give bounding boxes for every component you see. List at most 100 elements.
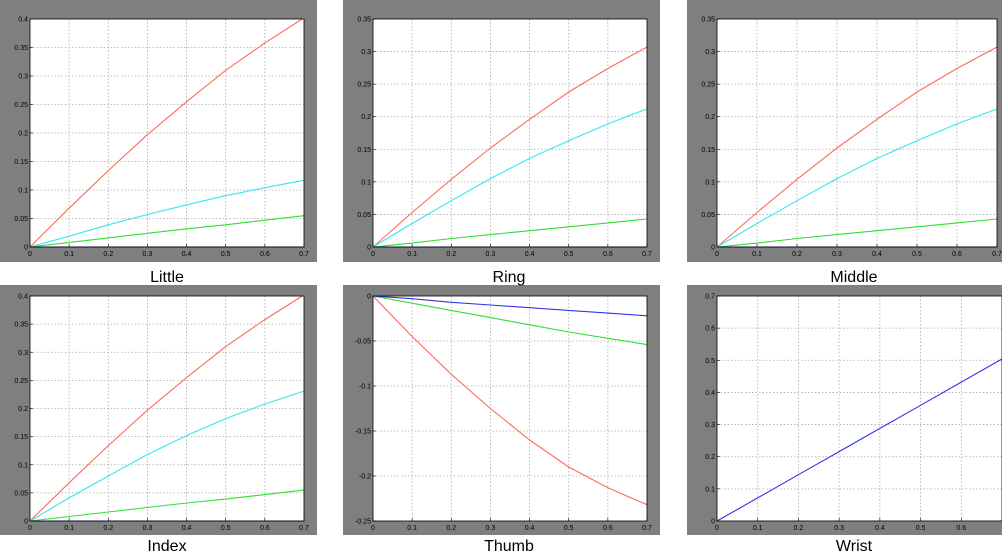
subplot-title-index: Index (147, 538, 187, 555)
series-line-1 (716, 46, 998, 248)
y-tick-label: -0.1 (359, 384, 371, 391)
axes-box (372, 18, 648, 248)
y-tick-label: 0.3 (705, 49, 715, 56)
y-tick-label: 0.35 (14, 45, 28, 52)
y-tick-label: 0.05 (701, 212, 715, 219)
y-tick-label: 0.1 (18, 188, 28, 195)
x-tick-label: 0.6 (260, 525, 270, 532)
x-tick-label: 0.3 (486, 525, 496, 532)
axes-box (372, 295, 648, 522)
x-tick-label: 0.7 (299, 525, 309, 532)
y-tick-label: -0.15 (355, 429, 371, 436)
subplot-little: 0 0.1 0.2 0.3 0.4 0.5 0.6 0.7 0 0.05 0.1 0.15 0.2 0.2… (0, 0, 317, 262)
y-tick-label: 0.35 (14, 322, 28, 329)
axes-box (716, 295, 1002, 522)
subplot-title-little: Little (150, 269, 184, 286)
x-tick-label: 0.5 (912, 251, 922, 258)
x-tick-label: 0.6 (952, 251, 962, 258)
y-tick-label: 0.25 (357, 82, 371, 89)
x-tick-label: 0.5 (916, 525, 926, 532)
x-tick-label: 0.2 (446, 525, 456, 532)
y-tick-label: 0.3 (705, 422, 715, 429)
x-tick-label: 0.7 (642, 525, 652, 532)
series-line-3 (716, 218, 998, 248)
x-tick-label: 0 (371, 525, 375, 532)
x-tick-label: 0.6 (260, 251, 270, 258)
y-tick-label: 0 (711, 519, 715, 526)
series-line-2 (716, 108, 998, 248)
y-tick-label: 0.15 (14, 159, 28, 166)
y-tick-label: -0.2 (359, 474, 371, 481)
y-tick-label: 0.2 (18, 131, 28, 138)
x-tick-label: 0.2 (103, 525, 113, 532)
y-tick-label: 0.2 (705, 454, 715, 461)
x-tick-label: 0.7 (299, 251, 309, 258)
y-tick-label: 0.1 (705, 486, 715, 493)
x-tick-label: 0 (28, 525, 32, 532)
x-tick-label: 0.1 (64, 525, 74, 532)
subplot-middle: 0 0.1 0.2 0.3 0.4 0.5 0.6 0.7 0 0.05 0.1 0.15 0.2 0.2… (687, 0, 1002, 262)
y-tick-label: 0 (367, 245, 371, 252)
x-tick-label: 0.1 (64, 251, 74, 258)
subplot-thumb: 0 0.1 0.2 0.3 0.4 0.5 0.6 0.7 -0.25 -0.2 -0.15 -0.1… (343, 285, 660, 535)
y-tick-label: 0.1 (18, 462, 28, 469)
subplot-ring: 0 0.1 0.2 0.3 0.4 0.5 0.6 0.7 0 0.05 0.1 0.15 0.2 0.2… (343, 0, 660, 262)
series-line-3 (29, 489, 305, 522)
y-tick-label: 0.5 (705, 358, 715, 365)
axes-box (29, 18, 305, 248)
y-tick-label: 0 (711, 245, 715, 252)
series-line-2 (29, 179, 305, 248)
y-tick-label: 0.1 (705, 179, 715, 186)
x-tick-label: 0.4 (182, 251, 192, 258)
x-tick-label: 0.3 (143, 251, 153, 258)
y-tick-label: 0.15 (701, 147, 715, 154)
y-tick-label: 0 (24, 245, 28, 252)
y-tick-label: 0.4 (705, 390, 715, 397)
x-tick-label: 0.5 (564, 525, 574, 532)
x-tick-label: 0.7 (642, 251, 652, 258)
x-tick-label: 0.1 (407, 525, 417, 532)
y-tick-label: -0.25 (355, 519, 371, 526)
y-tick-label: 0.15 (14, 434, 28, 441)
plot-area (373, 296, 647, 521)
subplot-index: 0 0.1 0.2 0.3 0.4 0.5 0.6 0.7 0 0.05 0.1 0.15 0.2 0.2… (0, 285, 317, 535)
x-tick-label: 0.2 (794, 525, 804, 532)
x-tick-label: 0.1 (752, 251, 762, 258)
x-tick-label: 0.5 (221, 525, 231, 532)
x-tick-label: 0.4 (872, 251, 882, 258)
y-tick-label: 0.6 (705, 326, 715, 333)
subplot-wrist: 0 0.1 0.2 0.3 0.4 0.5 0.6 0 0.1 0.2 0.3 0.4 0.5 0.6 0.… (687, 285, 1002, 535)
y-tick-label: -0.05 (355, 339, 371, 346)
x-tick-label: 0.1 (753, 525, 763, 532)
x-tick-label: 0 (371, 251, 375, 258)
y-tick-label: 0.05 (357, 212, 371, 219)
x-tick-label: 0.2 (103, 251, 113, 258)
x-tick-label: 0.3 (486, 251, 496, 258)
y-tick-label: 0.2 (705, 114, 715, 121)
y-tick-label: 0.35 (357, 17, 371, 24)
x-tick-label: 0.5 (221, 251, 231, 258)
y-tick-label: 0 (24, 519, 28, 526)
series-line-3 (372, 295, 648, 317)
x-tick-label: 0.4 (525, 251, 535, 258)
subplot-title-ring: Ring (492, 269, 526, 286)
x-tick-label: 0.4 (182, 525, 192, 532)
x-tick-label: 0.3 (832, 251, 842, 258)
series-line-1 (372, 295, 648, 506)
y-tick-label: 0.4 (18, 294, 28, 301)
x-tick-label: 0.3 (834, 525, 844, 532)
series-line-1 (372, 46, 648, 248)
x-tick-label: 0.2 (792, 251, 802, 258)
series-line-2 (29, 390, 305, 522)
y-tick-label: 0.2 (18, 406, 28, 413)
x-tick-label: 0.4 (875, 525, 885, 532)
y-tick-label: 0.4 (18, 17, 28, 24)
x-tick-label: 0 (715, 251, 719, 258)
x-tick-label: 0 (715, 525, 719, 532)
series-line-1 (716, 358, 1002, 522)
x-tick-label: 0.2 (446, 251, 456, 258)
x-tick-label: 0.6 (603, 525, 613, 532)
subplot-title-thumb: Thumb (484, 538, 534, 555)
y-tick-label: 0 (367, 294, 371, 301)
